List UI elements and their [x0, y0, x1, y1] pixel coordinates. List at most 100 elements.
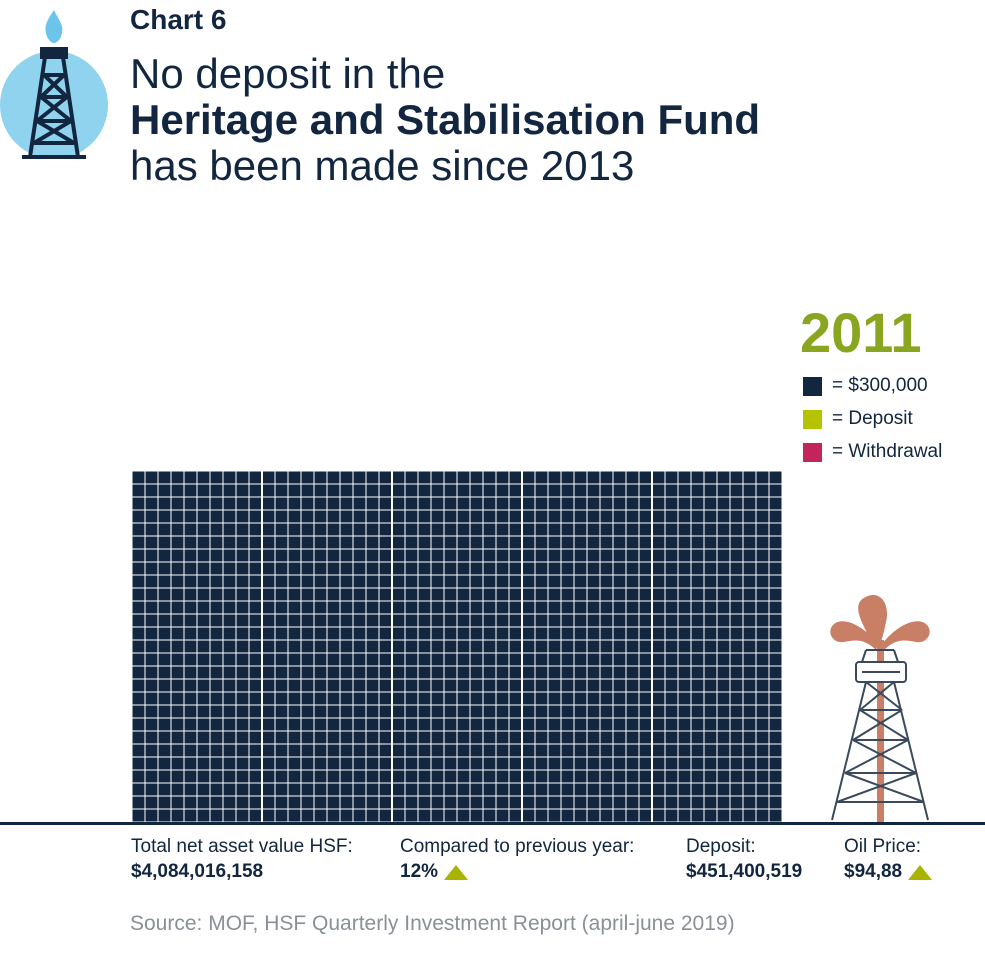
unit-cell [626, 523, 639, 536]
unit-cell [327, 809, 340, 822]
unit-cell [171, 731, 184, 744]
unit-cell [665, 692, 678, 705]
unit-cell [652, 510, 665, 523]
unit-cell [405, 549, 418, 562]
unit-cell [197, 471, 210, 484]
unit-cell [743, 562, 756, 575]
unit-cell [587, 731, 600, 744]
unit-cell [210, 705, 223, 718]
unit-cell [665, 796, 678, 809]
unit-cell [197, 757, 210, 770]
unit-cell [626, 601, 639, 614]
unit-cell [158, 796, 171, 809]
unit-cell [392, 809, 405, 822]
unit-cell [574, 471, 587, 484]
unit-cell [509, 562, 522, 575]
unit-cell [210, 562, 223, 575]
unit-cell [327, 497, 340, 510]
unit-cell [405, 783, 418, 796]
unit-cell [249, 653, 262, 666]
unit-cell [717, 679, 730, 692]
unit-cell [561, 510, 574, 523]
unit-cell [626, 757, 639, 770]
unit-cell [574, 731, 587, 744]
unit-cell [210, 692, 223, 705]
unit-cell [691, 510, 704, 523]
unit-cell [418, 484, 431, 497]
unit-cell [405, 653, 418, 666]
unit-cell [509, 549, 522, 562]
unit-cell [223, 614, 236, 627]
unit-cell [340, 588, 353, 601]
unit-cell [314, 497, 327, 510]
unit-cell [548, 770, 561, 783]
unit-cell [639, 640, 652, 653]
unit-cell [717, 471, 730, 484]
unit-cell [327, 692, 340, 705]
unit-cell [314, 770, 327, 783]
unit-cell [470, 809, 483, 822]
unit-cell [665, 614, 678, 627]
unit-cell [704, 588, 717, 601]
unit-cell [561, 796, 574, 809]
unit-cell [574, 614, 587, 627]
unit-cell [704, 744, 717, 757]
unit-cell [704, 471, 717, 484]
unit-cell [431, 510, 444, 523]
unit-cell [457, 653, 470, 666]
unit-cell [197, 614, 210, 627]
unit-cell [301, 692, 314, 705]
unit-cell [132, 757, 145, 770]
unit-cell [574, 562, 587, 575]
unit-cell [340, 536, 353, 549]
unit-cell [613, 575, 626, 588]
unit-cell [392, 783, 405, 796]
waffle-gridlines [261, 470, 653, 822]
unit-cell [392, 757, 405, 770]
unit-cell [587, 601, 600, 614]
unit-cell [678, 692, 691, 705]
unit-cell [327, 523, 340, 536]
unit-cell [236, 614, 249, 627]
unit-cell [574, 549, 587, 562]
legend-swatch-deposit [803, 409, 822, 429]
unit-cell [730, 510, 743, 523]
unit-cell [262, 627, 275, 640]
unit-cell [262, 770, 275, 783]
unit-cell [314, 640, 327, 653]
unit-cell [756, 718, 769, 731]
unit-cell [730, 523, 743, 536]
unit-cell [470, 692, 483, 705]
unit-cell [249, 627, 262, 640]
unit-cell [691, 614, 704, 627]
unit-cell [600, 783, 613, 796]
unit-cell [249, 575, 262, 588]
unit-cell [132, 679, 145, 692]
unit-cell [288, 549, 301, 562]
unit-cell [587, 796, 600, 809]
unit-cell [769, 471, 782, 484]
unit-cell [665, 588, 678, 601]
unit-cell [613, 627, 626, 640]
unit-cell [730, 484, 743, 497]
unit-cell [522, 614, 535, 627]
unit-cell [444, 614, 457, 627]
unit-cell [600, 510, 613, 523]
unit-cell [184, 796, 197, 809]
unit-cell [236, 627, 249, 640]
unit-cell [132, 640, 145, 653]
unit-cell [249, 562, 262, 575]
unit-cell [509, 588, 522, 601]
unit-cell [249, 783, 262, 796]
unit-cell [548, 653, 561, 666]
unit-cell [717, 510, 730, 523]
unit-cell [522, 679, 535, 692]
unit-cell [288, 601, 301, 614]
unit-cell [340, 770, 353, 783]
unit-cell [457, 757, 470, 770]
unit-cell [769, 809, 782, 822]
unit-cell [132, 783, 145, 796]
waffle-cells [132, 471, 782, 822]
unit-cell [275, 757, 288, 770]
unit-cell [158, 484, 171, 497]
